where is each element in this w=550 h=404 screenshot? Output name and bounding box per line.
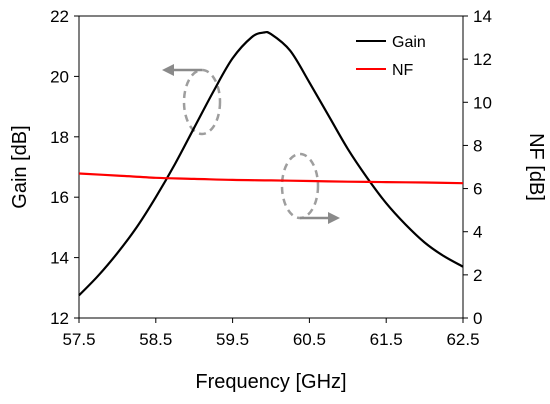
legend-label-gain: Gain xyxy=(392,34,426,51)
nf-axis-arrow-head xyxy=(328,212,340,224)
y-tick-label: 18 xyxy=(50,128,69,147)
series-lines xyxy=(78,30,464,297)
y2-tick-label: 6 xyxy=(473,180,482,199)
x-tick-label: 57.5 xyxy=(62,330,95,349)
x-tick-label: 61.5 xyxy=(370,330,403,349)
y-tick-label: 12 xyxy=(50,309,69,328)
y-tick-label: 14 xyxy=(50,249,69,268)
x-tick-label: 62.5 xyxy=(446,330,479,349)
y2-tick-label: 8 xyxy=(473,136,482,155)
legend-label-nf: NF xyxy=(392,62,414,79)
series-line-nf xyxy=(78,172,464,185)
y-tick-label: 22 xyxy=(50,7,69,26)
gain-axis-arrow-head xyxy=(162,64,174,76)
annotations xyxy=(162,64,340,224)
legend: Gain NF xyxy=(356,34,426,79)
series-line-gain xyxy=(78,30,464,297)
plot-frame xyxy=(78,15,464,319)
y2-axis-title: NF [dB] xyxy=(525,133,547,201)
y2-tick-label: 10 xyxy=(473,93,492,112)
y-axis-title: Gain [dB] xyxy=(9,125,31,208)
x-tick-label: 59.5 xyxy=(216,330,249,349)
x-tick-label: 58.5 xyxy=(139,330,172,349)
x-axis-ticks: 57.5 58.5 59.5 60.5 61.5 62.5 xyxy=(62,318,480,349)
y2-tick-label: 2 xyxy=(473,266,482,285)
gain-axis-ellipse xyxy=(182,68,222,136)
x-tick-label: 60.5 xyxy=(293,330,326,349)
y-tick-label: 20 xyxy=(50,67,69,86)
y-tick-label: 16 xyxy=(50,188,69,207)
x-axis-title: Frequency [GHz] xyxy=(195,371,346,393)
nf-axis-ellipse xyxy=(280,152,320,220)
y2-tick-label: 14 xyxy=(473,7,492,26)
y-axis-ticks: 12 14 16 18 20 22 xyxy=(50,7,79,328)
y2-tick-label: 12 xyxy=(473,50,492,69)
y2-tick-label: 4 xyxy=(473,223,482,242)
y2-axis-ticks: 0 2 4 6 8 10 12 14 xyxy=(463,7,492,328)
y2-tick-label: 0 xyxy=(473,309,482,328)
